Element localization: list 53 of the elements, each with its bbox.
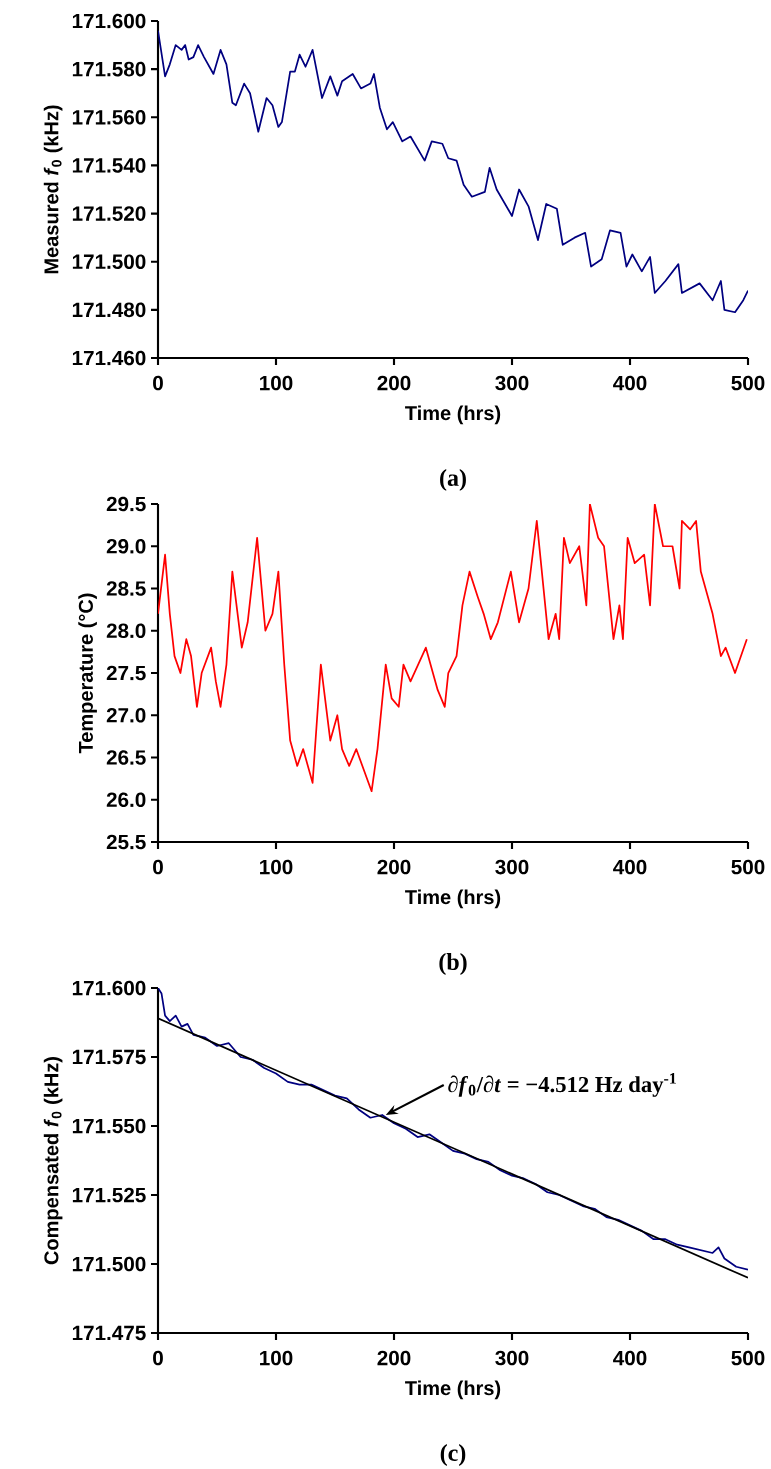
y-tick-label: 26.5 [106, 750, 146, 765]
y-tick-label: 28.0 [106, 623, 146, 639]
y-tick-label: 29.0 [106, 538, 146, 554]
x-tick-label: 100 [260, 1350, 293, 1366]
x-tick-label: 500 [731, 859, 765, 875]
y-tick-label: 171.525 [72, 1187, 146, 1203]
y-tick-label: 26.0 [106, 792, 146, 808]
y-tick-label: 29.5 [106, 496, 146, 512]
x-tick-label: 0 [153, 375, 163, 391]
text: (c) [440, 1444, 466, 1466]
y-tick-label: 171.520 [72, 206, 146, 221]
text: (b) [439, 953, 467, 975]
x-tick-label: 200 [377, 1350, 411, 1366]
annotation: ∂f$_{0}$/∂t = −4.512 Hz day$^{-1}$ [448, 1073, 676, 1097]
x-tick-label: 500 [731, 1350, 765, 1366]
x-tick-label: 0 [153, 859, 163, 875]
y-axis-title: Temperature (°C) [78, 593, 97, 754]
x-tick-label: 300 [495, 375, 529, 391]
y-tick-label: 171.475 [72, 1325, 146, 1341]
x-tick-label: 200 [377, 859, 411, 875]
x-tick-label: 200 [377, 375, 411, 391]
y-tick-label: 171.600 [72, 13, 146, 29]
y-tick-label: 171.575 [72, 1049, 146, 1065]
y-tick-label: 171.580 [72, 61, 146, 77]
line-series [158, 504, 748, 793]
x-tick-label: 400 [613, 1350, 647, 1366]
x-tick-label: 400 [613, 859, 647, 875]
y-tick-label: 171.540 [72, 158, 146, 173]
y-tick-label: 171.480 [72, 302, 146, 318]
y-tick-label: 27.0 [106, 707, 146, 723]
x-tick-label: 400 [613, 375, 647, 391]
y-axis-title: Measured f$_{0}$ (kHz) [43, 105, 63, 274]
y-tick-label: 171.460 [72, 350, 146, 366]
y-axis-title: Compensated f$_{0}$ (kHz) [43, 1057, 63, 1265]
y-tick-label: 171.500 [72, 254, 146, 270]
x-tick-label: 500 [731, 375, 765, 391]
y-tick-label: 28.5 [106, 581, 146, 596]
x-tick-label: 300 [495, 859, 529, 875]
line-series [158, 29, 748, 314]
x-tick-label: 100 [260, 859, 293, 875]
y-tick-label: 171.500 [72, 1256, 146, 1272]
y-tick-label: 25.5 [106, 834, 146, 850]
x-tick-label: 300 [495, 1350, 529, 1366]
y-tick-label: 171.600 [72, 980, 146, 996]
y-tick-label: 171.560 [72, 109, 146, 125]
text: (a) [440, 469, 466, 491]
x-axis-title: Time (hrs) [405, 1380, 501, 1400]
x-tick-label: 0 [153, 1350, 163, 1366]
x-tick-label: 100 [260, 375, 293, 391]
x-axis-title: Time (hrs) [405, 889, 501, 909]
y-tick-label: 27.5 [106, 665, 146, 681]
y-tick-label: 171.550 [72, 1118, 146, 1134]
x-axis-title: Time (hrs) [405, 405, 501, 425]
